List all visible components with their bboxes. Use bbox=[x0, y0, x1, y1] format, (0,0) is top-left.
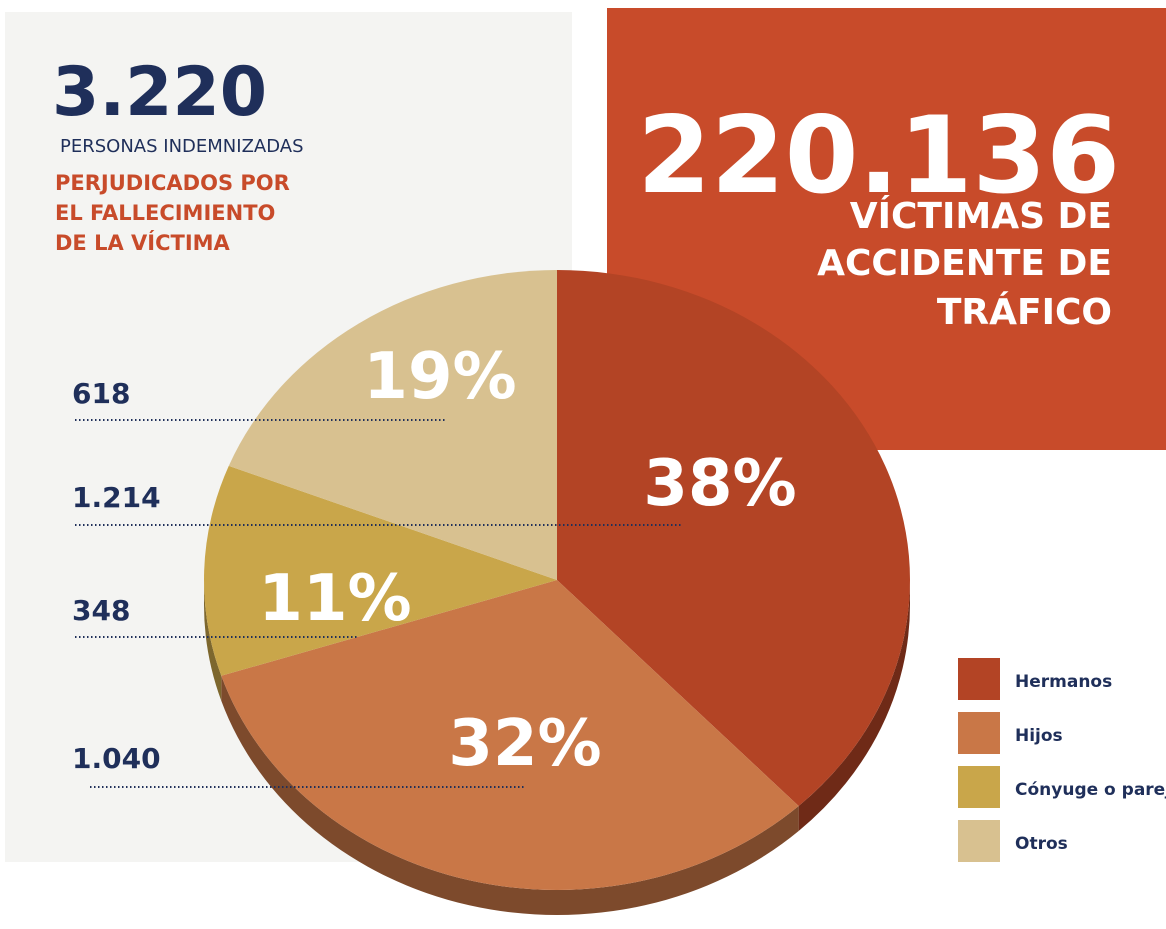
slice-side bbox=[798, 580, 910, 831]
total-caption: PERSONAS INDEMNIZADAS bbox=[60, 136, 304, 157]
headline: 220.136 bbox=[637, 94, 1120, 217]
headline-line: ACCIDENTE DE bbox=[817, 243, 1112, 284]
legend-label: Otros bbox=[1015, 834, 1068, 854]
legend-label: Hermanos bbox=[1015, 672, 1112, 692]
legend-label: Hijos bbox=[1015, 726, 1063, 746]
slice bbox=[204, 465, 557, 676]
legend-swatch bbox=[958, 820, 1000, 862]
slice bbox=[221, 580, 799, 890]
total: 3.220 bbox=[52, 53, 267, 132]
slice bbox=[557, 270, 910, 806]
legend-swatch bbox=[958, 712, 1000, 754]
legend-swatch bbox=[958, 658, 1000, 700]
subtitle: EL FALLECIMIENTO bbox=[55, 201, 275, 225]
data-label: 32% bbox=[448, 707, 601, 781]
data-label: 38% bbox=[643, 447, 796, 521]
count-label: 618 bbox=[72, 377, 130, 410]
count-label: 1.040 bbox=[72, 742, 161, 775]
subtitle: DE LA VÍCTIMA bbox=[55, 230, 231, 255]
headline-line: VÍCTIMAS DE bbox=[850, 195, 1112, 237]
data-label: 11% bbox=[258, 562, 411, 636]
count-label: 348 bbox=[72, 594, 130, 627]
count-label: 1.214 bbox=[72, 481, 161, 514]
data-label: 19% bbox=[363, 340, 516, 414]
slice bbox=[228, 270, 558, 580]
legend-swatch bbox=[958, 766, 1000, 808]
subtitle: PERJUDICADOS POR bbox=[55, 171, 290, 195]
legend-label: Cónyuge o pareja bbox=[1015, 780, 1166, 800]
slice-side bbox=[221, 675, 799, 915]
slice-side bbox=[204, 580, 222, 701]
headline-line: TRÁFICO bbox=[937, 291, 1112, 333]
